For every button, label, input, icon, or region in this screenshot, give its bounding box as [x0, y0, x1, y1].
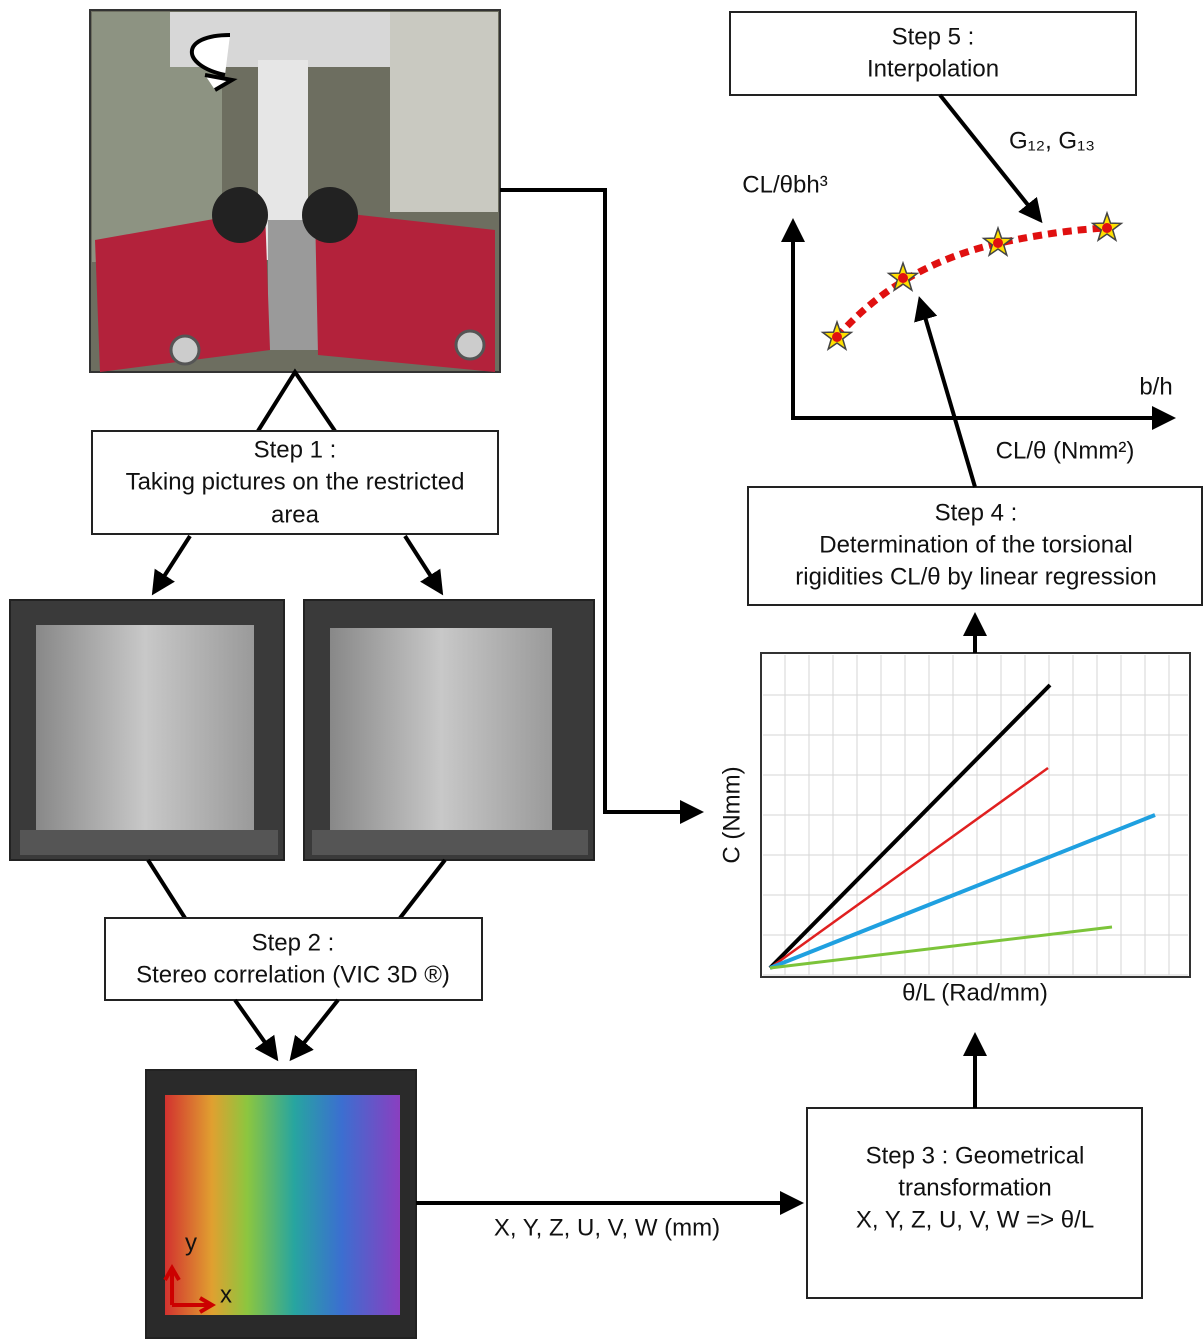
step2-text: Stereo correlation (VIC 3D ®)	[136, 961, 450, 988]
torque-plot	[761, 653, 1190, 977]
interp-x-label: b/h	[1139, 373, 1172, 400]
interp-y-label: CL/θbh³	[742, 171, 827, 198]
displacement-field-image: y x	[146, 1070, 416, 1338]
stars	[823, 213, 1122, 349]
star-center	[898, 273, 908, 283]
step1-text: Step 1 :	[254, 436, 337, 463]
arrow	[292, 1000, 338, 1058]
connector	[400, 860, 445, 918]
star-center	[993, 238, 1003, 248]
step5-text: Interpolation	[867, 55, 999, 82]
step1-text: area	[271, 501, 320, 528]
step3-text: X, Y, Z, U, V, W => θ/L	[856, 1206, 1094, 1233]
step2-text: Step 2 :	[252, 929, 335, 956]
torque-y-label: C (Nmm)	[718, 766, 745, 863]
star-center	[1102, 223, 1112, 233]
star-center	[832, 332, 842, 342]
interpolation-curve	[837, 228, 1107, 337]
torque-x-label: θ/L (Rad/mm)	[902, 979, 1048, 1006]
moduli-label: G₁₂, G₁₃	[1009, 127, 1095, 154]
arrow	[940, 95, 1040, 220]
connector	[258, 372, 335, 431]
speckle-image-left	[10, 600, 284, 860]
step3-text: Step 3 : Geometrical	[866, 1142, 1085, 1169]
axis-y-letter: y	[185, 1229, 197, 1256]
step3-box	[807, 1108, 1142, 1298]
step4-text: rigidities CL/θ by linear regression	[795, 563, 1157, 590]
field-output-label: X, Y, Z, U, V, W (mm)	[494, 1214, 720, 1241]
speckle-image-right	[304, 600, 594, 860]
diagram: Step 1 : Taking pictures on the restrict…	[0, 0, 1203, 1340]
step5-text: Step 5 :	[892, 23, 975, 50]
rigidity-label: CL/θ (Nmm²)	[996, 437, 1135, 464]
step4-text: Step 4 :	[935, 499, 1018, 526]
arrow	[405, 536, 441, 592]
setup-photo	[90, 10, 500, 372]
step1-text: Taking pictures on the restricted	[126, 468, 465, 495]
arrow	[235, 1000, 276, 1058]
step3-text: transformation	[898, 1174, 1051, 1201]
arrow	[154, 536, 190, 592]
step4-text: Determination of the torsional	[819, 531, 1133, 558]
connector	[148, 860, 185, 918]
arrow	[920, 300, 975, 487]
axis-x-letter: x	[220, 1281, 232, 1308]
